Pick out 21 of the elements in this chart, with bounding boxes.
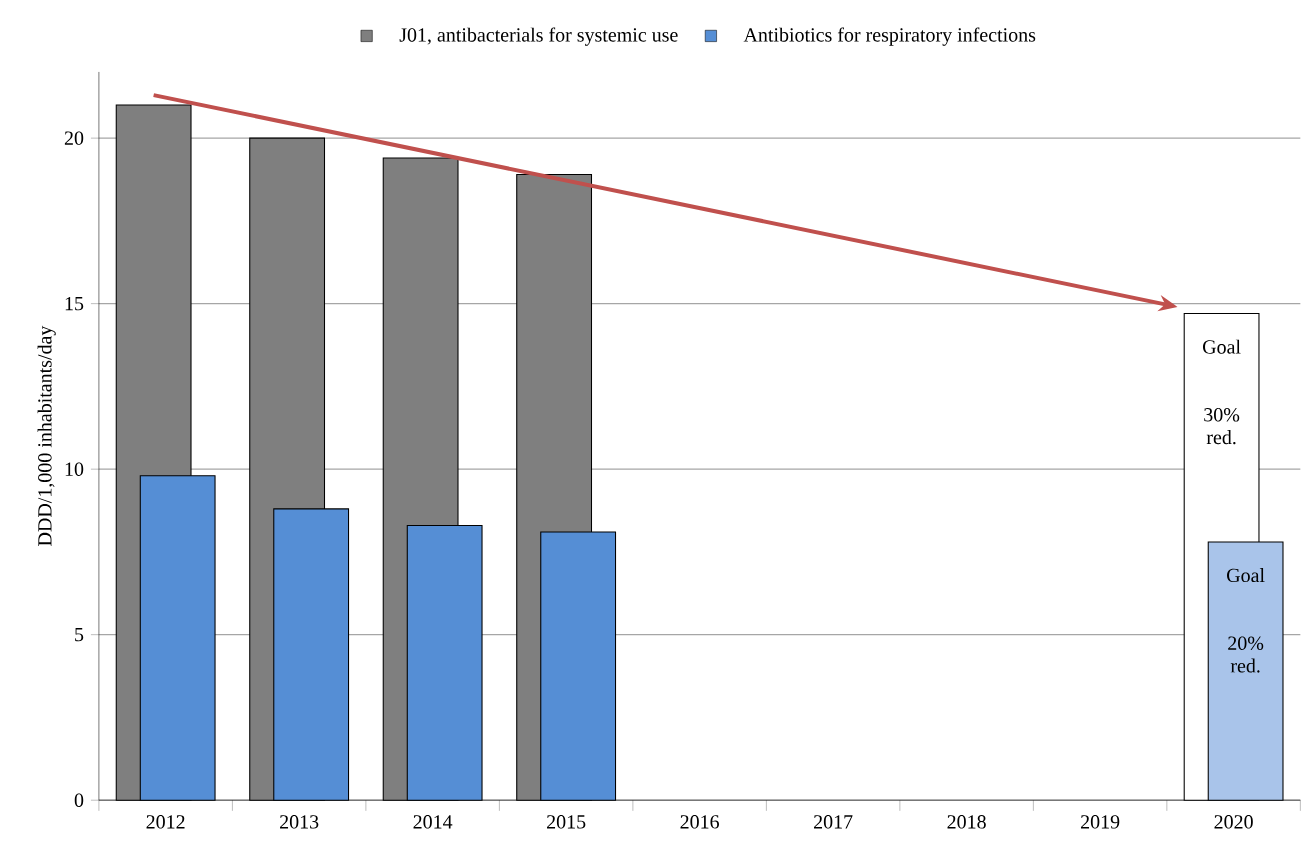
x-tick-label: 2018 (947, 815, 986, 829)
y-tick-label: 10 (65, 462, 84, 476)
x-tick-label: 2016 (680, 815, 720, 829)
y-tick-label: 20 (64, 131, 84, 145)
x-tick-label: 2013 (280, 815, 319, 829)
x-tick-label: 2012 (146, 815, 185, 829)
x-tick-label: 2017 (814, 815, 853, 829)
annotation: Goal (1227, 568, 1265, 583)
legend-label: Antibiotics for respiratory infections (743, 27, 1036, 46)
x-tick-label: 2014 (413, 815, 453, 829)
x-tick-label: 2019 (1081, 815, 1120, 829)
y-tick-label: 15 (65, 296, 84, 311)
annotation: 20% red. (1228, 636, 1264, 673)
legend-label: J01, antibacterials for systemic use (399, 27, 678, 46)
annotation: 30% red. (1204, 407, 1240, 445)
x-tick-label: 2020 (1214, 815, 1253, 829)
y-tick-label: 5 (75, 627, 84, 642)
y-tick-label: 0 (74, 793, 84, 807)
y-axis-title: DDD/1,000 inhabitants/day (37, 325, 56, 546)
annotation: Goal (1202, 339, 1241, 354)
x-tick-label: 2015 (547, 815, 586, 829)
